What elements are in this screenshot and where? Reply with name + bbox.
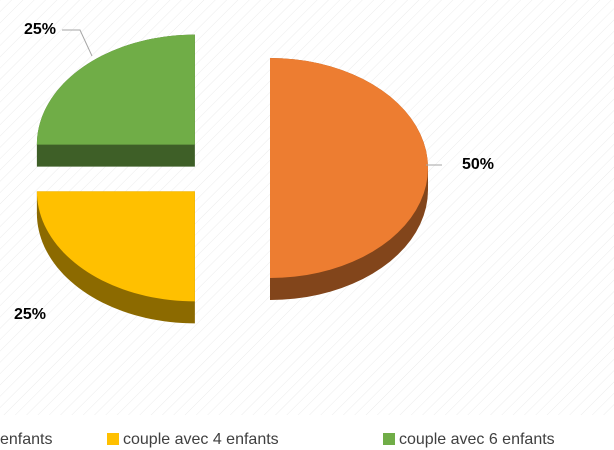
legend-label: couple avec 6 enfants (399, 431, 555, 448)
legend-swatch (383, 433, 395, 445)
leader-line (62, 29, 93, 57)
legend-swatch (107, 433, 119, 445)
legend-label: couple avec 4 enfants (123, 431, 279, 448)
data-label: 25% (24, 21, 56, 38)
legend-label: enfants (0, 431, 52, 448)
data-label: 25% (14, 306, 46, 323)
slice (36, 191, 195, 302)
data-label: 50% (462, 156, 494, 173)
slice (36, 34, 195, 145)
slice (270, 58, 428, 278)
